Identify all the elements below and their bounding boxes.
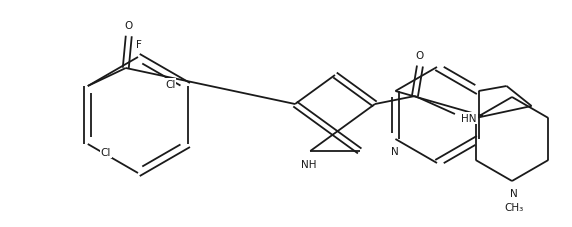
Text: N: N bbox=[391, 146, 398, 156]
Text: HN: HN bbox=[461, 114, 476, 123]
Text: N: N bbox=[510, 188, 518, 198]
Text: Cl: Cl bbox=[101, 147, 111, 157]
Text: NH: NH bbox=[300, 159, 316, 169]
Text: Cl: Cl bbox=[165, 80, 176, 90]
Text: F: F bbox=[136, 40, 142, 50]
Text: O: O bbox=[416, 51, 424, 61]
Text: O: O bbox=[125, 21, 133, 31]
Text: CH₃: CH₃ bbox=[505, 202, 523, 212]
